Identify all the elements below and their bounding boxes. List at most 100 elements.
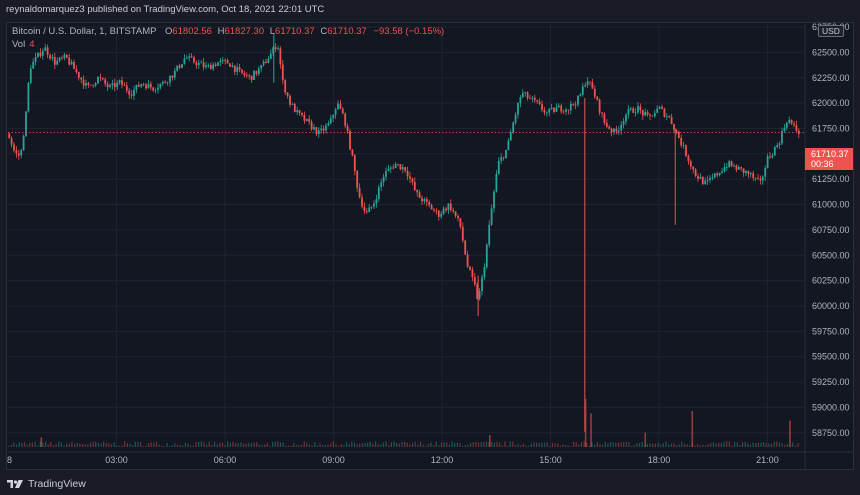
volume-bar xyxy=(380,444,382,447)
candle-body xyxy=(471,269,474,278)
volume-bar xyxy=(715,443,717,447)
candle-body xyxy=(771,155,774,158)
chart-panel[interactable] xyxy=(6,22,854,470)
symbol-title[interactable]: Bitcoin / U.S. Dollar, 1, BITSTAMP xyxy=(12,26,157,37)
volume-bar xyxy=(340,444,342,447)
candle-body xyxy=(797,130,800,134)
volume-bar xyxy=(590,413,592,447)
candle-body xyxy=(325,125,327,131)
candle-body xyxy=(757,177,759,179)
candle-body xyxy=(39,52,42,56)
volume-bar xyxy=(649,443,651,447)
x-tick-label: 03:00 xyxy=(105,455,128,465)
candle-body xyxy=(701,176,704,185)
volume-bar xyxy=(219,442,221,447)
candle-body xyxy=(584,85,587,87)
volume-bar xyxy=(382,442,385,447)
volume-bar xyxy=(652,443,654,447)
volume-bar xyxy=(274,441,276,447)
x-tick-label: 8 xyxy=(7,455,12,465)
candle-body xyxy=(243,73,246,76)
currency-button[interactable]: USD xyxy=(818,25,844,37)
candle-body xyxy=(545,112,548,114)
volume-bar xyxy=(324,445,326,447)
candle-body xyxy=(680,138,683,146)
volume-bar xyxy=(121,445,123,447)
volume-bar xyxy=(446,442,448,447)
volume-bar xyxy=(253,442,255,447)
volume-bar xyxy=(525,445,527,447)
volume-bar xyxy=(155,441,158,447)
candle-body xyxy=(99,77,102,79)
volume-bar xyxy=(229,443,231,447)
candle-body xyxy=(233,65,236,72)
volume-bar xyxy=(491,441,493,447)
candle-body xyxy=(730,161,733,166)
volume-bar xyxy=(496,441,498,447)
volume-bar xyxy=(237,443,239,447)
volume-bar xyxy=(670,443,672,447)
candle-body xyxy=(406,170,409,177)
candle-body xyxy=(75,69,78,72)
candle-body xyxy=(125,85,128,91)
candle-body xyxy=(58,57,61,61)
y-tick-label: 60750.00 xyxy=(812,225,850,235)
symbol-legend[interactable]: Bitcoin / U.S. Dollar, 1, BITSTAMP O6180… xyxy=(12,26,444,37)
volume-bar xyxy=(475,441,477,447)
candle-body xyxy=(452,210,455,212)
candle-body xyxy=(644,112,647,116)
volume-legend[interactable]: Vol 4 xyxy=(12,39,35,50)
footer-brand[interactable]: TradingView xyxy=(6,475,86,493)
candle-body xyxy=(718,173,721,176)
x-tick-label: 12:00 xyxy=(431,455,454,465)
candle-body xyxy=(776,145,779,148)
candle-body xyxy=(493,191,495,209)
volume-bar xyxy=(390,442,392,447)
volume-bar xyxy=(169,445,171,447)
volume-bar xyxy=(752,442,754,447)
volume-bar xyxy=(562,444,564,447)
volume-bar xyxy=(221,442,224,447)
volume-bar xyxy=(235,442,237,447)
candle-body xyxy=(32,61,35,69)
candle-body xyxy=(315,127,318,135)
candle-body xyxy=(317,130,320,135)
volume-bar xyxy=(631,445,633,447)
volume-bar xyxy=(734,441,736,447)
candle-body xyxy=(161,81,164,84)
last-price-tag: 61710.37 00:36 xyxy=(805,148,853,170)
candle-body xyxy=(20,150,23,156)
candle-body xyxy=(454,211,457,217)
candle-body xyxy=(87,82,90,85)
volume-bar xyxy=(477,442,480,447)
candle-body xyxy=(788,120,791,123)
volume-bar xyxy=(369,441,371,447)
candle-body xyxy=(569,103,572,111)
volume-bar xyxy=(565,445,567,447)
volume-bar xyxy=(87,444,89,447)
candle-body xyxy=(128,90,131,95)
candle-body xyxy=(759,178,762,181)
volume-bar xyxy=(683,444,686,447)
volume-bar xyxy=(699,445,701,447)
candle-body xyxy=(517,103,519,115)
candle-body xyxy=(694,169,697,176)
candle-body xyxy=(255,70,258,75)
volume-bar xyxy=(232,441,234,447)
candle-body xyxy=(586,81,589,86)
candle-body xyxy=(670,116,673,124)
volume-bar xyxy=(200,441,202,447)
candle-body xyxy=(589,81,591,83)
candle-body xyxy=(752,173,755,178)
volume-bar xyxy=(314,442,316,447)
candle-body xyxy=(41,50,44,56)
candle-body xyxy=(593,88,596,97)
candle-body xyxy=(483,267,486,278)
candle-body xyxy=(433,209,435,211)
y-tick-label: 59000.00 xyxy=(812,402,850,412)
volume-bar xyxy=(213,441,216,447)
volume-bar xyxy=(625,442,627,447)
candle-body xyxy=(634,112,637,114)
volume-bar xyxy=(161,445,163,447)
